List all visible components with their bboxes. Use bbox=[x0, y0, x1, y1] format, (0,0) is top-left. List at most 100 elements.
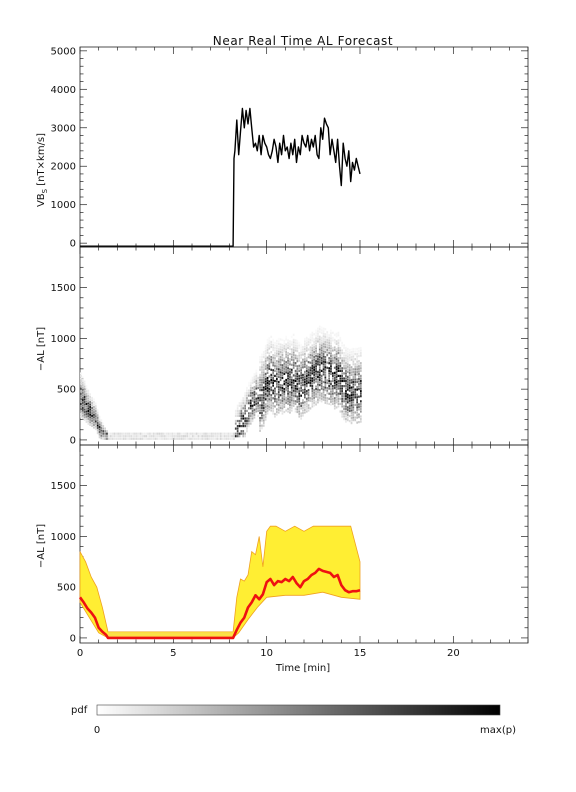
pdf-cell bbox=[292, 338, 295, 341]
pdf-cell bbox=[203, 437, 205, 440]
pdf-cell bbox=[249, 392, 252, 395]
pdf-cell bbox=[360, 367, 362, 370]
pdf-cell bbox=[343, 400, 345, 403]
pdf-cell bbox=[358, 413, 360, 416]
pdf-cell bbox=[268, 352, 271, 355]
pdf-cell bbox=[294, 372, 297, 375]
pdf-cell bbox=[289, 360, 291, 363]
pdf-cell bbox=[201, 435, 203, 438]
pdf-cell bbox=[195, 432, 198, 435]
pdf-cell bbox=[270, 335, 273, 338]
pdf-cell bbox=[266, 384, 269, 387]
pdf-cell bbox=[253, 401, 256, 404]
pdf-cell bbox=[328, 392, 330, 395]
pdf-cell bbox=[315, 390, 317, 393]
pdf-cell bbox=[285, 345, 287, 349]
pdf-cell bbox=[279, 371, 282, 374]
pdf-cell bbox=[287, 341, 289, 344]
pdf-cell bbox=[356, 393, 358, 396]
pdf-cell bbox=[345, 400, 347, 403]
pdf-cell bbox=[261, 358, 263, 361]
pdf-cell bbox=[305, 349, 308, 352]
pdf-cell bbox=[277, 401, 280, 404]
pdf-cell bbox=[80, 415, 82, 418]
pdf-cell bbox=[281, 369, 284, 372]
pdf-cell bbox=[262, 401, 265, 404]
pdf-cell bbox=[313, 373, 315, 376]
pdf-cell bbox=[350, 394, 353, 397]
pdf-cell bbox=[182, 432, 185, 435]
pdf-cell bbox=[145, 432, 147, 435]
pdf-cell bbox=[352, 355, 355, 358]
pdf-cell bbox=[322, 360, 325, 363]
pdf-cell bbox=[83, 405, 86, 409]
pdf-cell bbox=[348, 409, 351, 413]
pdf-cell bbox=[167, 437, 170, 440]
pdf-cell bbox=[350, 348, 353, 351]
pdf-cell bbox=[317, 370, 319, 373]
pdf-cell bbox=[94, 410, 97, 413]
pdf-cell bbox=[318, 348, 321, 351]
vbs-series-line bbox=[80, 107, 361, 247]
pdf-cell bbox=[102, 422, 105, 425]
pdf-cell bbox=[261, 368, 263, 371]
pdf-cell bbox=[272, 374, 274, 377]
pdf-cell bbox=[354, 419, 357, 422]
pdf-cell bbox=[184, 432, 187, 435]
pdf-cell bbox=[339, 410, 342, 413]
pdf-cell bbox=[231, 432, 233, 435]
pdf-cell bbox=[332, 387, 334, 390]
pdf-cell bbox=[330, 398, 332, 401]
pdf-cell bbox=[289, 383, 291, 386]
pdf-cell bbox=[341, 374, 343, 377]
pdf-cell bbox=[324, 333, 327, 336]
pdf-cell bbox=[305, 392, 308, 395]
pdf-cell bbox=[337, 395, 340, 398]
pdf-cell bbox=[266, 397, 269, 400]
pdf-cell bbox=[274, 344, 276, 347]
pdf-cell bbox=[346, 401, 349, 404]
pdf-cell bbox=[332, 379, 334, 383]
pdf-cell bbox=[352, 391, 355, 394]
pdf-cell bbox=[94, 417, 97, 420]
pdf-cell bbox=[318, 345, 321, 349]
pdf-cell bbox=[184, 437, 187, 440]
pdf-cell bbox=[93, 413, 95, 416]
pdf-cell bbox=[298, 364, 301, 367]
pdf-cell bbox=[128, 435, 131, 438]
pdf-cell bbox=[276, 339, 278, 342]
pdf-cell bbox=[337, 344, 340, 347]
pdf-cell bbox=[324, 348, 327, 351]
pdf-cell bbox=[91, 404, 93, 407]
pdf-cell bbox=[330, 367, 332, 370]
pdf-cell bbox=[126, 437, 129, 440]
pdf-cell bbox=[305, 374, 308, 377]
pdf-cell bbox=[290, 404, 293, 407]
pdf-cell bbox=[137, 435, 140, 438]
pdf-cell bbox=[318, 394, 321, 397]
pdf-cell bbox=[262, 391, 265, 394]
pdf-cell bbox=[262, 366, 265, 369]
pdf-cell bbox=[255, 382, 258, 385]
pdf-cell bbox=[345, 379, 347, 383]
pdf-cell bbox=[305, 382, 308, 385]
pdf-cell bbox=[96, 409, 99, 412]
pdf-cell bbox=[253, 375, 256, 378]
pdf-cell bbox=[352, 388, 355, 391]
pdf-cell bbox=[339, 357, 342, 360]
pdf-cell bbox=[259, 409, 261, 412]
pdf-cell bbox=[318, 384, 321, 387]
pdf-cell bbox=[272, 359, 274, 362]
pdf-cell bbox=[262, 373, 265, 376]
pdf-cell bbox=[274, 362, 276, 365]
pdf-cell bbox=[251, 379, 254, 382]
pdf-cell bbox=[360, 379, 362, 383]
pdf-cell bbox=[315, 362, 317, 365]
pdf-cell bbox=[305, 359, 308, 362]
y-tick-label: 0 bbox=[70, 633, 76, 644]
pdf-cell bbox=[264, 413, 267, 416]
pdf-cell bbox=[296, 355, 299, 358]
pdf-cell bbox=[277, 388, 280, 391]
pdf-cell bbox=[253, 378, 256, 381]
pdf-cell bbox=[281, 356, 284, 359]
